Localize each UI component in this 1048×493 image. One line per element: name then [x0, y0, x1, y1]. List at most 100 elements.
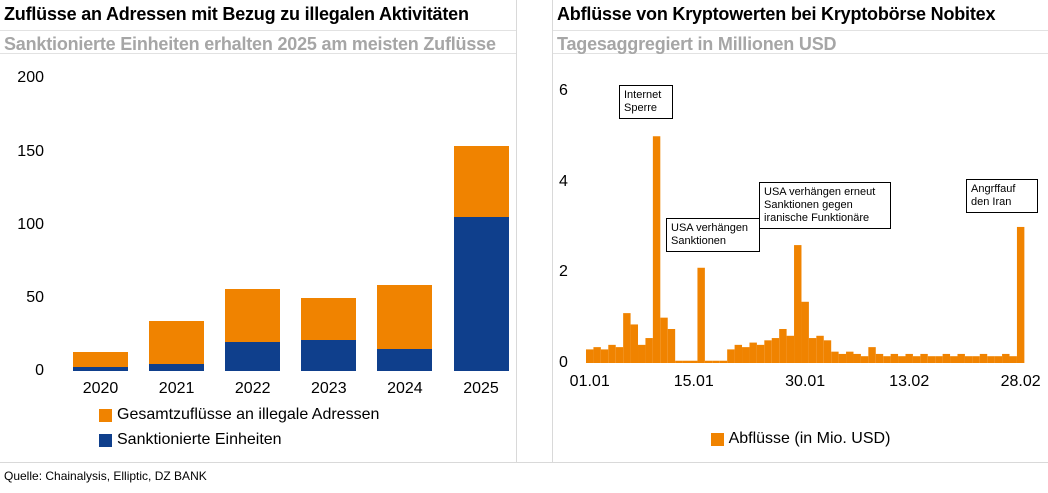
daily-outflow-bar [742, 347, 750, 363]
y-axis-tick-label: 200 [17, 69, 44, 87]
y-axis-tick-label: 0 [559, 354, 568, 371]
daily-outflow-bar [630, 324, 639, 363]
daily-outflow-bar [638, 344, 646, 363]
daily-outflow-bar [764, 340, 772, 363]
daily-outflow-bar [875, 353, 884, 363]
daily-outflow-bar [972, 356, 980, 363]
daily-outflow-bar [979, 353, 988, 363]
bar-segment-sanctioned [225, 341, 281, 371]
daily-outflow-bar [846, 351, 854, 363]
x-axis-category-label: 2023 [311, 380, 347, 397]
daily-outflow-bar [645, 338, 653, 363]
legend-swatch-total-inflows [99, 408, 112, 422]
daily-outflow-bar [898, 356, 906, 363]
bar-segment-sanctioned [453, 217, 509, 371]
x-axis-tick-label: 30.01 [785, 373, 826, 390]
y-axis-tick-label: 2 [559, 263, 568, 281]
daily-outflow-bar [883, 356, 891, 363]
daily-outflow-bar [942, 353, 951, 363]
right-legend: Abflüsse (in Mio. USD) [553, 430, 1048, 455]
daily-outflow-bar [593, 347, 601, 363]
left-chart-subtitle: Sanktionierte Einheiten erhalten 2025 am… [0, 31, 516, 54]
left-legend: Gesamtzuflüsse an illegale Adressen Sank… [99, 406, 379, 456]
y-axis-tick-label: 50 [26, 288, 44, 306]
y-axis-tick-label: 4 [559, 172, 568, 190]
bar-segment-total-inflows [301, 297, 357, 341]
source-text: Quelle: Chainalysis, Elliptic, DZ BANK [4, 469, 207, 483]
daily-outflow-bar [905, 353, 913, 363]
daily-outflow-bar [600, 349, 609, 363]
right-chart-subtitle: Tagesaggregiert in Millionen USD [553, 31, 1048, 54]
daily-outflow-bar [927, 356, 936, 363]
daily-outflow-bar [860, 356, 869, 363]
legend-label-total-inflows: Gesamtzuflüsse an illegale Adressen [117, 406, 380, 423]
daily-outflow-bar [994, 356, 1003, 363]
daily-outflow-bar [697, 267, 705, 363]
daily-outflow-bar [667, 328, 676, 363]
left-chart-area: Gesamtzuflüsse an illegale Adressen Sank… [0, 54, 516, 462]
bar-segment-total-inflows [73, 351, 128, 367]
daily-outflow-bar [1002, 353, 1010, 363]
bar-segment-sanctioned [73, 366, 128, 371]
daily-outflow-bar [586, 349, 594, 363]
daily-outflow-bar [652, 136, 661, 363]
right-panel: Abflüsse von Kryptowerten bei Kryptobörs… [552, 0, 1048, 462]
daily-outflow-bar [823, 340, 832, 363]
daily-outflow-bar [779, 328, 787, 363]
daily-outflow-bar [831, 351, 839, 363]
annotation-box: Internet Sperre [619, 85, 673, 119]
daily-outflow-bar [920, 353, 928, 363]
y-axis-tick-label: 150 [17, 142, 44, 160]
x-axis-category-label: 2021 [158, 380, 195, 397]
x-axis-tick-label: 28.02 [1000, 373, 1041, 390]
daily-outflow-bar [801, 301, 809, 363]
daily-outflow-bar [719, 360, 728, 363]
outflows-series-plot [586, 136, 1025, 364]
daily-outflow-bar [660, 317, 668, 363]
daily-outflow-bar [868, 347, 876, 363]
x-axis-category-label: 2022 [234, 380, 271, 397]
daily-outflow-bar [734, 344, 743, 363]
legend-item-sanctioned: Sanktionierte Einheiten [99, 431, 379, 449]
daily-outflow-bar [957, 353, 965, 363]
daily-outflow-bar [935, 356, 943, 363]
daily-outflow-bar [794, 245, 802, 363]
daily-outflow-bar [987, 356, 995, 363]
legend-swatch-outflows [710, 432, 724, 446]
daily-outflow-bar [771, 338, 780, 363]
daily-outflow-bar [808, 338, 817, 363]
x-axis-category-label: 2024 [387, 380, 423, 397]
daily-outflow-bar [756, 344, 765, 363]
right-chart-title: Abflüsse von Kryptowerten bei Kryptobörs… [553, 0, 1048, 31]
daily-outflow-bar [682, 360, 691, 363]
daily-outflow-bar [690, 360, 698, 363]
daily-outflow-bar [890, 353, 899, 363]
legend-label-sanctioned: Sanktionierte Einheiten [117, 431, 282, 448]
daily-outflow-bar [1016, 226, 1025, 363]
legend-item-total-inflows: Gesamtzuflüsse an illegale Adressen [99, 406, 379, 424]
x-axis-tick-label: 13.02 [889, 373, 930, 390]
daily-outflow-bar [675, 360, 683, 363]
source-row: Quelle: Chainalysis, Elliptic, DZ BANK [0, 462, 1048, 493]
daily-outflow-bar [608, 344, 616, 363]
legend-item-outflows: Abflüsse (in Mio. USD) [710, 430, 891, 448]
bar-segment-total-inflows [149, 321, 205, 364]
bar-segment-total-inflows [453, 145, 509, 218]
legend-label-outflows: Abflüsse (in Mio. USD) [728, 430, 891, 447]
daily-outflow-bar [950, 356, 958, 363]
daily-outflow-bar [712, 360, 720, 363]
bar-segment-sanctioned [377, 349, 433, 371]
daily-outflow-bar [816, 335, 824, 363]
daily-outflow-bar [615, 347, 624, 363]
bar-segment-total-inflows [225, 289, 281, 342]
daily-outflow-bar [1009, 356, 1017, 363]
bar-segment-total-inflows [377, 284, 433, 350]
right-chart-area: Abflüsse (in Mio. USD) 0 2 4 6 01.01 15.01 30.… [553, 54, 1048, 462]
daily-outflow-bar [749, 342, 757, 363]
bar-segment-sanctioned [149, 363, 205, 371]
daily-outflow-bar [964, 356, 973, 363]
y-axis-tick-label: 100 [17, 215, 44, 233]
left-panel: Zuflüsse an Adressen mit Bezug zu illega… [0, 0, 517, 462]
y-axis-tick-label: 6 [559, 81, 568, 99]
